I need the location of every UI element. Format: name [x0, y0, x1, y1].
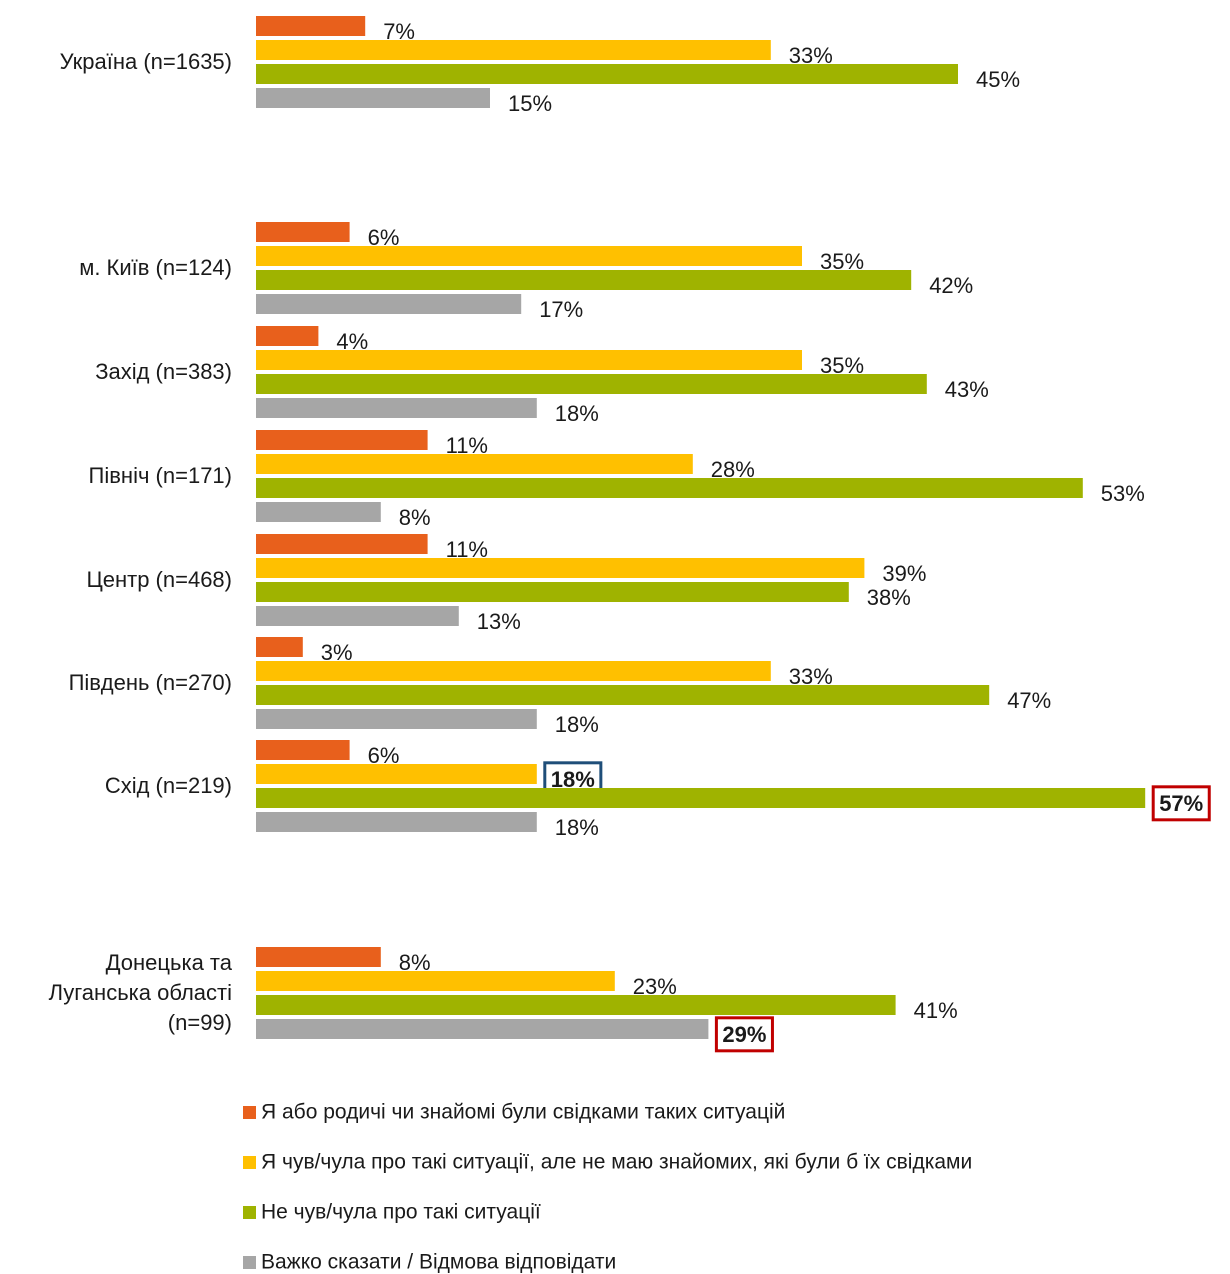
bar	[256, 502, 381, 522]
category-label: Центр (n=468)	[86, 567, 232, 592]
value-label: 39%	[882, 561, 926, 586]
value-label: 7%	[383, 19, 415, 44]
legend-swatch	[243, 1206, 256, 1219]
value-label: 29%	[722, 1022, 766, 1047]
bar	[256, 947, 381, 967]
value-label: 45%	[976, 67, 1020, 92]
bar	[256, 740, 350, 760]
bar	[256, 709, 537, 729]
value-label: 35%	[820, 353, 864, 378]
bar	[256, 64, 958, 84]
category-label: м. Київ (n=124)	[79, 255, 232, 280]
legend-label: Не чув/чула про такі ситуації	[261, 1201, 541, 1224]
value-label: 33%	[789, 43, 833, 68]
value-label: 38%	[867, 585, 911, 610]
category-label: Схід (n=219)	[104, 773, 232, 798]
legend-swatch	[243, 1106, 256, 1119]
value-label: 18%	[555, 401, 599, 426]
highlight-box	[1151, 785, 1211, 822]
value-label: 33%	[789, 664, 833, 689]
value-label: 8%	[399, 950, 431, 975]
value-label: 13%	[477, 609, 521, 634]
category-label: Північ (n=171)	[88, 463, 232, 488]
category-label: Південь (n=270)	[68, 670, 232, 695]
bar	[256, 16, 366, 36]
bar	[256, 398, 537, 418]
value-label: 15%	[508, 91, 552, 116]
value-label: 18%	[555, 815, 599, 840]
bar	[256, 1019, 709, 1039]
bar	[256, 88, 490, 108]
bar	[256, 606, 459, 626]
value-label: 28%	[711, 457, 755, 482]
bar	[256, 222, 350, 242]
value-label: 4%	[336, 329, 368, 354]
value-label: 11%	[446, 433, 488, 458]
bar	[256, 430, 428, 450]
value-label: 17%	[539, 297, 583, 322]
bar	[256, 582, 849, 602]
value-label: 57%	[1159, 791, 1203, 816]
highlight-box	[714, 1016, 774, 1053]
value-label: 41%	[914, 998, 958, 1023]
category-label: Донецька та Луганська області (n=99)	[48, 950, 232, 1035]
legend-label: Я чув/чула про такі ситуації, але не маю…	[261, 1151, 972, 1174]
legend-label: Я або родичі чи знайомі були свідками та…	[261, 1101, 785, 1124]
legend-swatch	[243, 1156, 256, 1169]
bar	[256, 685, 990, 705]
bar	[256, 478, 1083, 498]
bar	[256, 788, 1146, 808]
value-label: 8%	[399, 505, 431, 530]
value-label: 43%	[945, 377, 989, 402]
legend-swatch	[243, 1256, 256, 1269]
bar	[256, 454, 693, 474]
value-label: 11%	[446, 537, 488, 562]
value-label: 47%	[1007, 688, 1051, 713]
value-label: 53%	[1101, 481, 1145, 506]
bar	[256, 326, 319, 346]
bar	[256, 374, 927, 394]
value-label: 3%	[321, 640, 353, 665]
bar	[256, 764, 537, 784]
bar	[256, 971, 615, 991]
bar	[256, 637, 303, 657]
value-label: 35%	[820, 249, 864, 274]
bar	[256, 294, 522, 314]
legend-label: Важко сказати / Відмова відповідати	[261, 1251, 616, 1274]
bar	[256, 812, 537, 832]
value-label: 42%	[929, 273, 973, 298]
value-label: 6%	[368, 743, 400, 768]
value-label: 18%	[555, 712, 599, 737]
bar	[256, 270, 912, 290]
value-label: 6%	[368, 225, 400, 250]
category-label: Україна (n=1635)	[59, 49, 232, 74]
category-label: Захід (n=383)	[95, 359, 232, 384]
bar	[256, 995, 896, 1015]
bar	[256, 558, 865, 578]
bar	[256, 534, 428, 554]
value-label: 23%	[633, 974, 677, 999]
bar	[256, 350, 802, 370]
bar	[256, 40, 771, 60]
value-label: 18%	[551, 767, 595, 792]
bar	[256, 246, 802, 266]
bar	[256, 661, 771, 681]
